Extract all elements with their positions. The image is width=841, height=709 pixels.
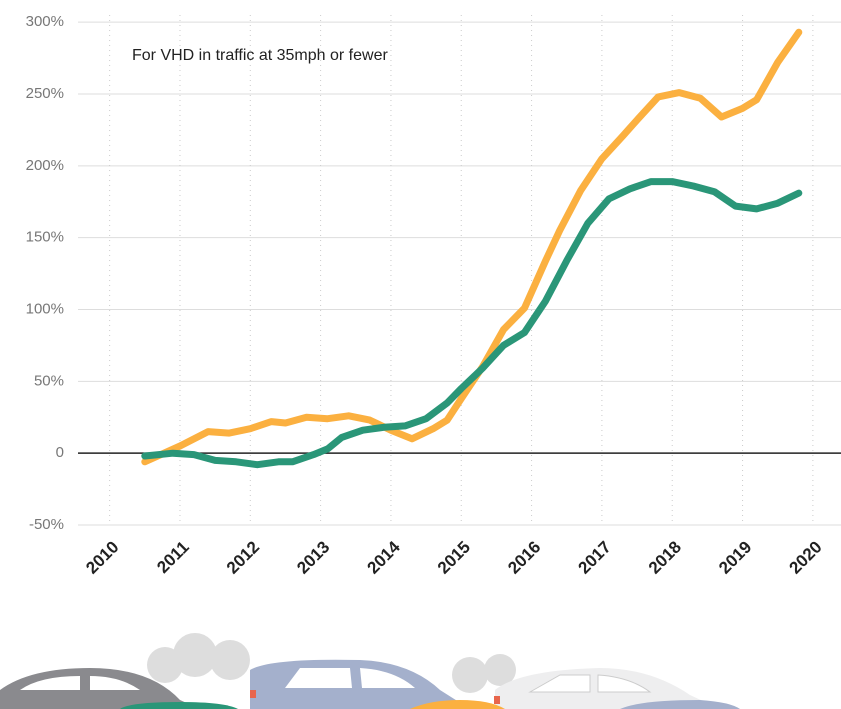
x-tick-label: 2016 bbox=[504, 537, 544, 577]
y-tick-label: 250% bbox=[26, 85, 64, 102]
chart: -50% 0 50% 100% 150% 200% 250% 300% 2010 2011 2012… bbox=[0, 0, 841, 709]
x-tick-label: 2017 bbox=[575, 537, 615, 577]
line bbox=[145, 32, 799, 462]
y-tick-label: 50% bbox=[34, 372, 64, 389]
x-tick-label: 2013 bbox=[293, 537, 333, 577]
y-tick-label: 200% bbox=[26, 157, 64, 174]
x-tick-label: 2011 bbox=[153, 537, 193, 577]
line bbox=[145, 182, 799, 465]
x-tick-label: 2019 bbox=[715, 537, 755, 577]
annotation: For VHD in traffic at 35mph or fewer bbox=[132, 47, 388, 64]
x-tick-label: 2014 bbox=[364, 537, 405, 578]
y-tick-label: 150% bbox=[26, 229, 64, 246]
car-illustration bbox=[0, 633, 740, 709]
y-tick-label: 100% bbox=[26, 300, 64, 317]
y-tick-label: 300% bbox=[26, 13, 64, 30]
x-tick-label: 2020 bbox=[786, 537, 826, 577]
x-tick-label: 2015 bbox=[434, 537, 474, 577]
y-tick-label: -50% bbox=[29, 516, 64, 533]
x-tick-label: 2012 bbox=[223, 537, 263, 577]
y-tick-label: 0 bbox=[56, 444, 64, 461]
x-tick-label: 2018 bbox=[645, 537, 685, 577]
x-tick-label: 2010 bbox=[82, 537, 122, 577]
